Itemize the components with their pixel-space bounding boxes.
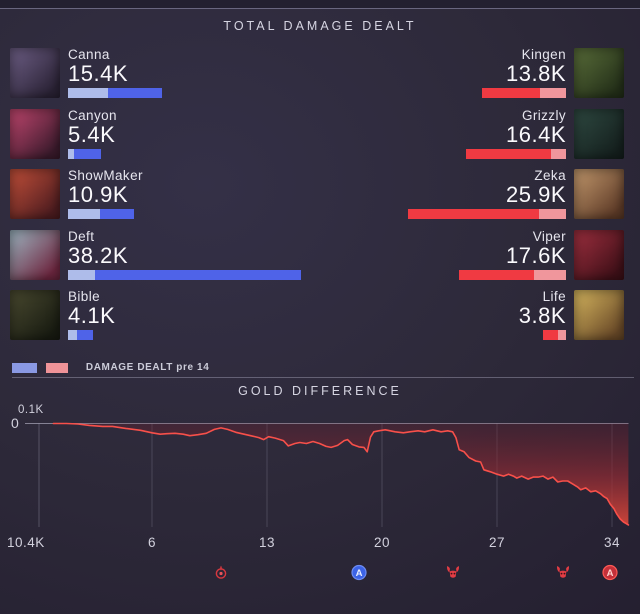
pre14-damage-segment xyxy=(68,148,74,159)
post14-damage-segment xyxy=(482,88,540,98)
gold-section-title: GOLD DIFFERENCE xyxy=(238,384,402,398)
post14-damage-segment xyxy=(543,330,558,340)
damage-value: 10.9K xyxy=(68,182,128,207)
pre14-damage-segment xyxy=(534,269,566,280)
player-name: Deft xyxy=(68,228,95,244)
damage-bar xyxy=(314,148,566,159)
pre14-damage-segment xyxy=(539,209,566,219)
post14-damage-segment xyxy=(408,209,539,219)
champion-avatar xyxy=(574,48,624,98)
damage-bar xyxy=(68,330,320,340)
pre14-damage-segment xyxy=(68,209,100,219)
svg-text:A: A xyxy=(607,568,614,579)
player-row-deft: Deft 38.2K xyxy=(10,228,320,289)
player-name: Kingen xyxy=(521,47,566,62)
y-axis-min-label: 10.4K xyxy=(7,535,45,550)
player-row-viper: Viper 17.6K xyxy=(314,228,624,289)
post14-damage-segment xyxy=(77,330,93,340)
damage-bar xyxy=(68,209,320,219)
blue-team-column: Canna 15.4K Canyon 5.4K ShowMaker 10.9K xyxy=(10,46,320,349)
atakhan-icon: A xyxy=(602,564,619,581)
damage-bar xyxy=(68,148,320,159)
damage-value: 16.4K xyxy=(506,121,566,147)
damage-value: 13.8K xyxy=(506,61,566,86)
damage-bar xyxy=(314,330,566,340)
player-name: Zeka xyxy=(534,168,566,183)
damage-value: 5.4K xyxy=(68,121,116,147)
damage-value: 25.9K xyxy=(506,182,566,207)
player-name: Bible xyxy=(68,289,101,304)
baron-icon xyxy=(554,564,571,581)
post14-damage-segment xyxy=(108,88,162,98)
pre14-damage-segment xyxy=(558,330,566,340)
champion-avatar xyxy=(574,290,624,340)
player-name: Life xyxy=(542,289,566,304)
section-divider xyxy=(12,377,634,378)
damage-bar xyxy=(68,88,320,98)
post14-damage-segment xyxy=(459,269,534,280)
player-row-canyon: Canyon 5.4K xyxy=(10,107,320,168)
post14-damage-segment xyxy=(95,269,301,280)
champion-avatar xyxy=(10,108,60,159)
champion-avatar xyxy=(574,108,624,159)
damage-value: 38.2K xyxy=(68,242,128,268)
champion-avatar xyxy=(10,169,60,219)
player-name: Viper xyxy=(532,228,566,244)
legend-label: DAMAGE DEALT pre 14 xyxy=(85,362,210,374)
top-frame-line xyxy=(0,0,640,9)
legend: DAMAGE DEALT pre 14 xyxy=(12,359,210,374)
baron-icon xyxy=(444,564,461,581)
player-row-canna: Canna 15.4K xyxy=(10,46,320,107)
pre14-damage-segment xyxy=(551,148,566,159)
player-row-life: Life 3.8K xyxy=(314,288,624,349)
champion-avatar xyxy=(10,229,60,280)
player-row-zeka: Zeka 25.9K xyxy=(314,167,624,228)
champion-avatar xyxy=(574,169,624,219)
damage-value: 15.4K xyxy=(68,61,128,86)
damage-value: 3.8K xyxy=(518,303,566,328)
damage-bar xyxy=(314,269,566,280)
pre14-damage-segment xyxy=(68,88,108,98)
svg-text:A: A xyxy=(356,568,363,579)
x-tick-label-34: 34 xyxy=(604,535,621,550)
damage-value: 4.1K xyxy=(68,303,116,328)
player-name: Canna xyxy=(68,47,110,62)
dragon-icon xyxy=(212,564,229,581)
champion-avatar xyxy=(10,48,60,98)
post14-damage-segment xyxy=(100,209,134,219)
player-row-grizzly: Grizzly 16.4K xyxy=(314,107,624,168)
atakhan-icon: A xyxy=(350,564,367,581)
damage-bar xyxy=(314,209,566,219)
pre14-damage-segment xyxy=(68,269,95,280)
red-pre14-swatch-icon xyxy=(46,362,69,373)
champion-avatar xyxy=(574,229,624,280)
player-row-kingen: Kingen 13.8K xyxy=(314,46,624,107)
gold-deficit-area xyxy=(53,423,629,525)
pre14-damage-segment xyxy=(540,88,566,98)
player-name: ShowMaker xyxy=(68,168,143,183)
player-name: Canyon xyxy=(68,107,117,123)
gold-diff-line xyxy=(52,422,630,526)
y-axis-zero-label: 0 xyxy=(11,415,19,431)
champion-avatar xyxy=(10,290,60,340)
damage-bar xyxy=(68,269,320,280)
post14-damage-segment xyxy=(466,148,551,159)
damage-value: 17.6K xyxy=(506,242,566,268)
damage-bar xyxy=(314,88,566,98)
y-axis-max-label: 0.1K xyxy=(18,404,44,416)
x-tick-label-20: 20 xyxy=(373,535,391,550)
blue-pre14-swatch-icon xyxy=(12,362,37,373)
post14-damage-segment xyxy=(74,148,101,159)
player-row-bible: Bible 4.1K xyxy=(10,288,320,349)
damage-section-title: TOTAL DAMAGE DEALT xyxy=(223,19,417,33)
x-tick-label-13: 13 xyxy=(258,535,275,550)
red-team-column: Kingen 13.8K Grizzly 16.4K Zeka 25.9K xyxy=(314,46,624,349)
x-tick-label-6: 6 xyxy=(147,535,156,550)
pre14-damage-segment xyxy=(68,330,77,340)
player-row-showmaker: ShowMaker 10.9K xyxy=(10,167,320,228)
x-tick-label-27: 27 xyxy=(488,535,506,550)
player-name: Grizzly xyxy=(521,107,566,123)
